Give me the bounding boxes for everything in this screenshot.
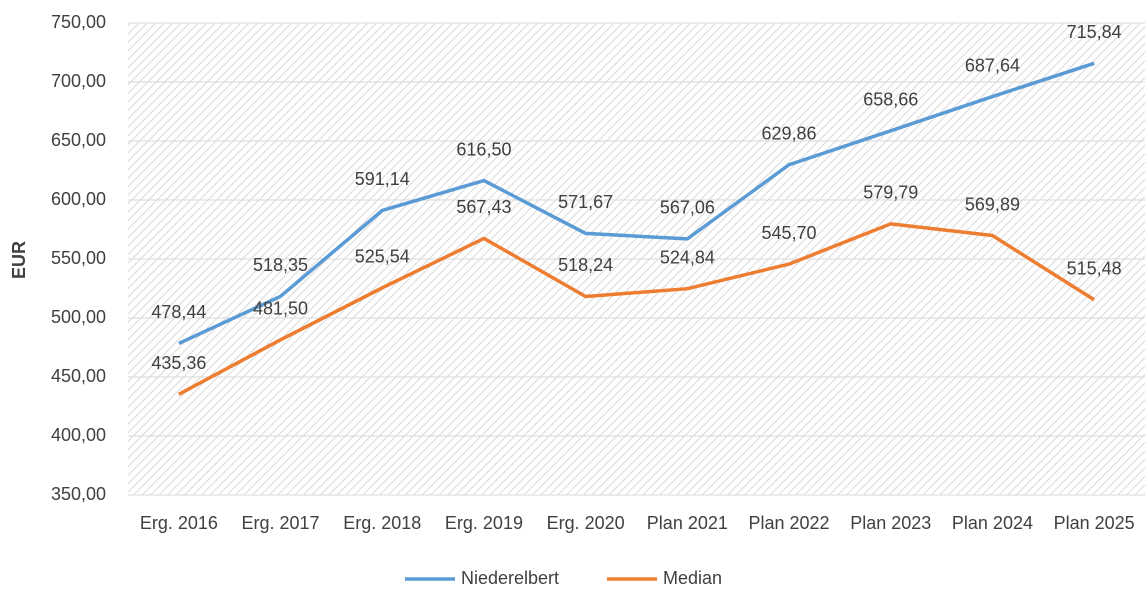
x-tick-label: Plan 2021 [647,513,728,533]
x-tick-label: Erg. 2019 [445,513,523,533]
x-tick-label: Erg. 2017 [242,513,320,533]
data-label: 687,64 [965,55,1020,75]
data-label: 525,54 [355,247,410,267]
y-tick-label: 600,00 [51,189,106,209]
y-tick-label: 400,00 [51,425,106,445]
data-label: 591,14 [355,169,410,189]
y-axis-label: EUR [9,241,29,279]
data-label: 658,66 [863,90,918,110]
data-label: 545,70 [762,223,817,243]
data-label: 571,67 [558,192,613,212]
data-label: 478,44 [151,302,206,322]
y-tick-label: 700,00 [51,71,106,91]
y-tick-label: 500,00 [51,307,106,327]
y-tick-label: 350,00 [51,484,106,504]
data-label: 616,50 [456,139,511,159]
data-label: 567,43 [456,197,511,217]
data-label: 579,79 [863,183,918,203]
x-tick-label: Erg. 2018 [343,513,421,533]
legend-label: Niederelbert [461,568,559,588]
data-label: 515,48 [1067,258,1122,278]
data-label: 435,36 [151,353,206,373]
x-tick-label: Plan 2025 [1054,513,1135,533]
data-label: 481,50 [253,299,308,319]
series-line [178,61,1095,346]
data-label: 524,84 [660,247,715,267]
x-tick-label: Plan 2024 [952,513,1033,533]
series-line [178,222,1096,396]
y-tick-label: 550,00 [51,248,106,268]
legend-label: Median [663,568,722,588]
data-label: 569,89 [965,194,1020,214]
data-label: 715,84 [1067,22,1122,42]
data-label: 567,06 [660,198,715,218]
x-tick-label: Plan 2022 [749,513,830,533]
y-tick-label: 750,00 [51,12,106,32]
data-label: 518,24 [558,255,613,275]
x-tick-label: Plan 2023 [850,513,931,533]
data-label: 518,35 [253,255,308,275]
x-tick-label: Erg. 2016 [140,513,218,533]
y-tick-label: 450,00 [51,366,106,386]
x-tick-label: Erg. 2020 [547,513,625,533]
y-tick-label: 650,00 [51,130,106,150]
data-label: 629,86 [762,124,817,144]
